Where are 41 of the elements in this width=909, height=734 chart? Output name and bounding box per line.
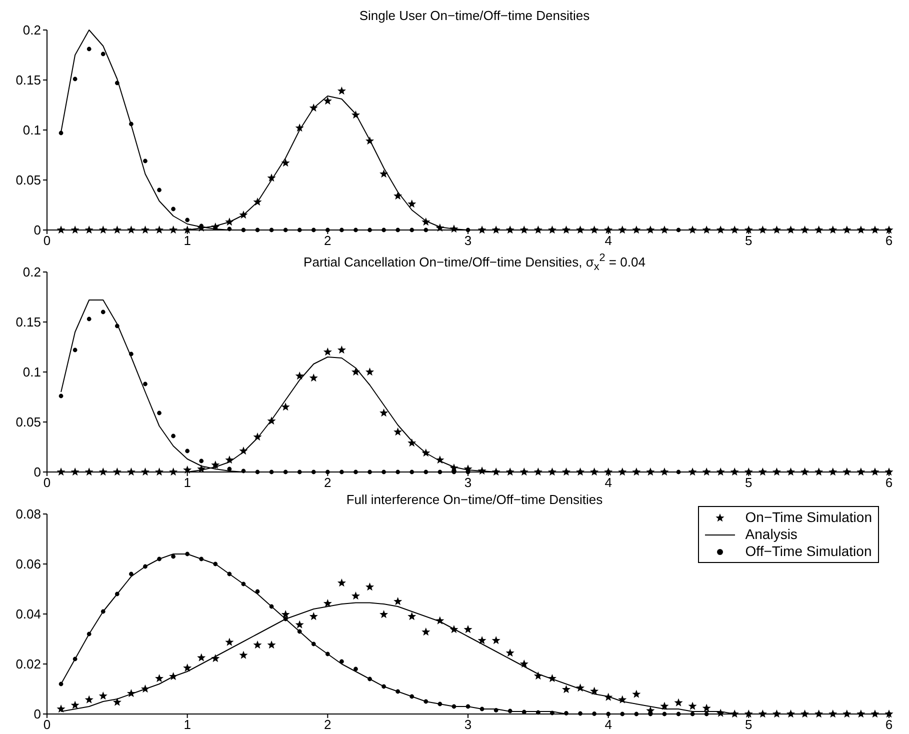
y-tick-label: 0.2 bbox=[22, 264, 41, 280]
x-tick-label: 0 bbox=[43, 717, 51, 732]
x-tick-label: 0 bbox=[43, 475, 51, 490]
y-tick-label: 0.15 bbox=[16, 72, 41, 88]
y-tick-label: 0.08 bbox=[16, 506, 41, 522]
y-tick-label: 0 bbox=[34, 464, 41, 480]
y-tick-label: 0.05 bbox=[16, 414, 41, 430]
x-tick-label: 6 bbox=[885, 233, 893, 248]
chart-title: Full interference On−time/Off−time Densities bbox=[345, 492, 604, 508]
x-tick-label: 5 bbox=[745, 233, 752, 248]
y-tick-label: 0.15 bbox=[16, 314, 41, 330]
x-tick-label: 1 bbox=[184, 717, 191, 732]
x-tick-label: 1 bbox=[184, 475, 191, 490]
x-tick-label: 3 bbox=[464, 233, 472, 248]
x-tick-label: 2 bbox=[324, 233, 332, 248]
x-tick-label: 1 bbox=[184, 233, 191, 248]
x-tick-label: 3 bbox=[464, 717, 472, 732]
x-tick-label: 5 bbox=[745, 717, 752, 732]
y-tick-label: 0.04 bbox=[16, 606, 41, 622]
x-tick-label: 6 bbox=[885, 475, 893, 490]
x-tick-label: 3 bbox=[464, 475, 472, 490]
y-tick-label: 0 bbox=[34, 706, 41, 722]
chart-title: Single User On−time/Off−time Densities bbox=[358, 8, 591, 24]
x-tick-label: 6 bbox=[885, 717, 893, 732]
y-tick-label: 0.05 bbox=[16, 172, 41, 188]
legend-label: Analysis bbox=[745, 526, 798, 543]
x-tick-label: 2 bbox=[324, 475, 332, 490]
y-tick-label: 0.02 bbox=[16, 656, 41, 672]
x-tick-label: 2 bbox=[324, 717, 332, 732]
y-tick-label: 0.1 bbox=[22, 122, 41, 138]
legend-label: On−Time Simulation bbox=[745, 509, 872, 526]
y-tick-label: 0.1 bbox=[22, 364, 41, 380]
legend-label: Off−Time Simulation bbox=[745, 543, 872, 560]
y-tick-label: 0.2 bbox=[22, 22, 41, 38]
x-tick-label: 4 bbox=[604, 475, 612, 490]
x-tick-label: 0 bbox=[43, 233, 51, 248]
y-tick-label: 0 bbox=[34, 222, 41, 238]
x-tick-label: 4 bbox=[604, 717, 612, 732]
y-tick-label: 0.06 bbox=[16, 556, 41, 572]
x-tick-label: 4 bbox=[604, 233, 612, 248]
x-tick-label: 5 bbox=[745, 475, 752, 490]
